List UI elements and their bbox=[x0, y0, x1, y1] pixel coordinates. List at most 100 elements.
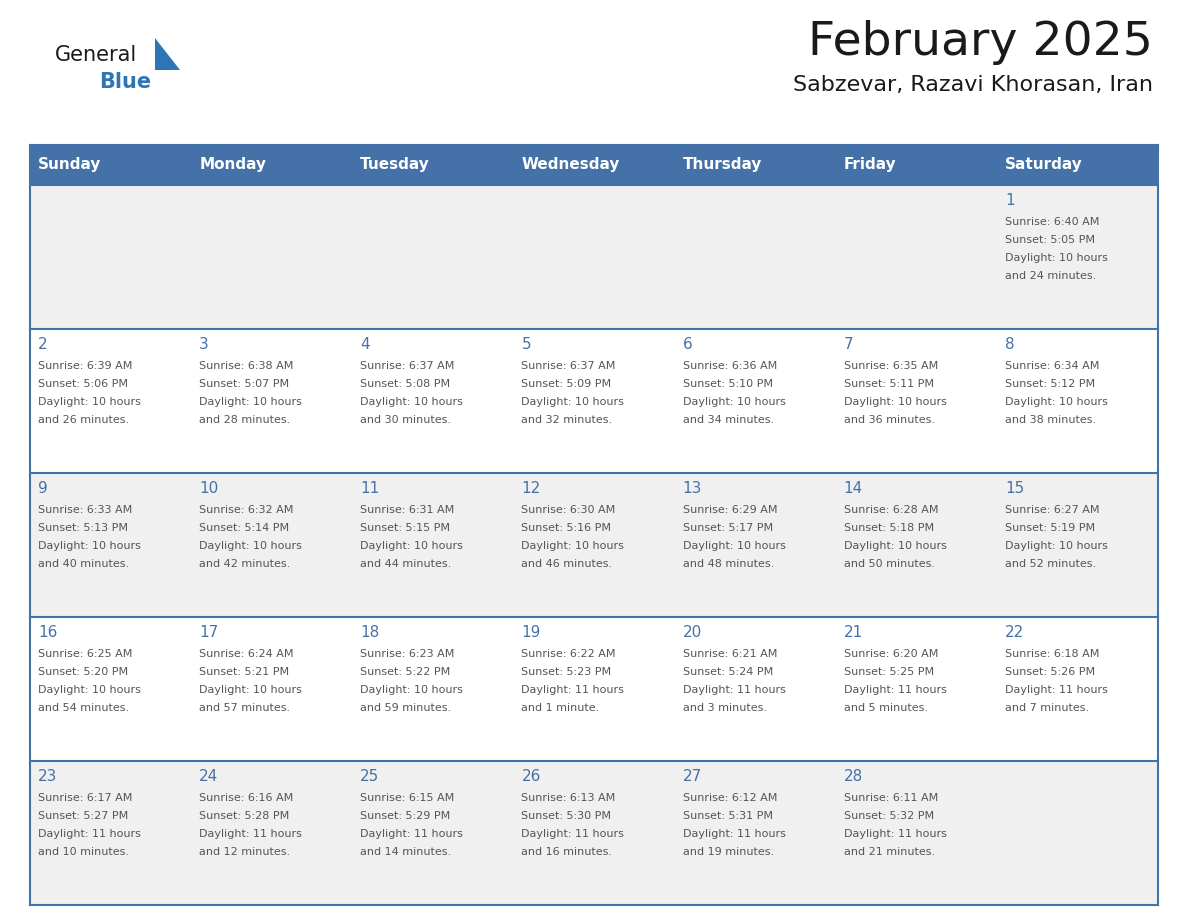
Text: Wednesday: Wednesday bbox=[522, 158, 620, 173]
Text: and 52 minutes.: and 52 minutes. bbox=[1005, 559, 1097, 569]
Text: Daylight: 11 hours: Daylight: 11 hours bbox=[843, 685, 947, 695]
Text: 14: 14 bbox=[843, 481, 862, 496]
Text: Sunrise: 6:38 AM: Sunrise: 6:38 AM bbox=[200, 361, 293, 371]
Text: Sunset: 5:17 PM: Sunset: 5:17 PM bbox=[683, 523, 772, 533]
Text: 11: 11 bbox=[360, 481, 379, 496]
Text: Sunrise: 6:31 AM: Sunrise: 6:31 AM bbox=[360, 505, 455, 515]
Text: 20: 20 bbox=[683, 625, 702, 640]
Text: Thursday: Thursday bbox=[683, 158, 762, 173]
Text: Sunrise: 6:37 AM: Sunrise: 6:37 AM bbox=[360, 361, 455, 371]
Text: Sunset: 5:08 PM: Sunset: 5:08 PM bbox=[360, 379, 450, 389]
Text: Sunrise: 6:34 AM: Sunrise: 6:34 AM bbox=[1005, 361, 1099, 371]
Text: Sunrise: 6:13 AM: Sunrise: 6:13 AM bbox=[522, 793, 615, 803]
Text: Daylight: 10 hours: Daylight: 10 hours bbox=[200, 541, 302, 551]
Text: and 16 minutes.: and 16 minutes. bbox=[522, 847, 613, 857]
Text: Sunrise: 6:27 AM: Sunrise: 6:27 AM bbox=[1005, 505, 1099, 515]
Text: and 7 minutes.: and 7 minutes. bbox=[1005, 703, 1089, 713]
Text: Sunset: 5:10 PM: Sunset: 5:10 PM bbox=[683, 379, 772, 389]
Text: Sunset: 5:31 PM: Sunset: 5:31 PM bbox=[683, 811, 772, 821]
Bar bbox=[30, 145, 1158, 905]
Text: Daylight: 10 hours: Daylight: 10 hours bbox=[522, 541, 625, 551]
Text: 21: 21 bbox=[843, 625, 862, 640]
Text: and 48 minutes.: and 48 minutes. bbox=[683, 559, 773, 569]
Text: Daylight: 10 hours: Daylight: 10 hours bbox=[360, 685, 463, 695]
Text: and 10 minutes.: and 10 minutes. bbox=[38, 847, 129, 857]
Text: and 26 minutes.: and 26 minutes. bbox=[38, 415, 129, 425]
Text: Sunset: 5:28 PM: Sunset: 5:28 PM bbox=[200, 811, 290, 821]
Text: 12: 12 bbox=[522, 481, 541, 496]
Text: Daylight: 11 hours: Daylight: 11 hours bbox=[360, 829, 463, 839]
Text: Sunrise: 6:32 AM: Sunrise: 6:32 AM bbox=[200, 505, 293, 515]
Text: Daylight: 10 hours: Daylight: 10 hours bbox=[683, 397, 785, 407]
Text: Daylight: 11 hours: Daylight: 11 hours bbox=[683, 685, 785, 695]
Text: Sunset: 5:27 PM: Sunset: 5:27 PM bbox=[38, 811, 128, 821]
Text: 27: 27 bbox=[683, 769, 702, 784]
Text: Tuesday: Tuesday bbox=[360, 158, 430, 173]
Text: Sunset: 5:05 PM: Sunset: 5:05 PM bbox=[1005, 235, 1095, 245]
Text: Sunrise: 6:40 AM: Sunrise: 6:40 AM bbox=[1005, 217, 1099, 227]
Text: Sunset: 5:18 PM: Sunset: 5:18 PM bbox=[843, 523, 934, 533]
Text: Sunrise: 6:37 AM: Sunrise: 6:37 AM bbox=[522, 361, 615, 371]
Text: Sunrise: 6:35 AM: Sunrise: 6:35 AM bbox=[843, 361, 939, 371]
Text: Saturday: Saturday bbox=[1005, 158, 1082, 173]
Text: Sunset: 5:30 PM: Sunset: 5:30 PM bbox=[522, 811, 612, 821]
Text: Daylight: 10 hours: Daylight: 10 hours bbox=[360, 397, 463, 407]
Text: Daylight: 10 hours: Daylight: 10 hours bbox=[683, 541, 785, 551]
Text: Sunset: 5:13 PM: Sunset: 5:13 PM bbox=[38, 523, 128, 533]
Text: Sunset: 5:23 PM: Sunset: 5:23 PM bbox=[522, 667, 612, 677]
Text: Sunset: 5:07 PM: Sunset: 5:07 PM bbox=[200, 379, 289, 389]
Text: Daylight: 11 hours: Daylight: 11 hours bbox=[843, 829, 947, 839]
Text: Daylight: 10 hours: Daylight: 10 hours bbox=[38, 397, 141, 407]
Text: February 2025: February 2025 bbox=[808, 20, 1154, 65]
Text: Sunrise: 6:21 AM: Sunrise: 6:21 AM bbox=[683, 649, 777, 659]
Text: and 50 minutes.: and 50 minutes. bbox=[843, 559, 935, 569]
Text: and 38 minutes.: and 38 minutes. bbox=[1005, 415, 1097, 425]
Text: Sunset: 5:06 PM: Sunset: 5:06 PM bbox=[38, 379, 128, 389]
Text: 23: 23 bbox=[38, 769, 57, 784]
Text: Daylight: 10 hours: Daylight: 10 hours bbox=[522, 397, 625, 407]
Text: and 3 minutes.: and 3 minutes. bbox=[683, 703, 766, 713]
Text: 5: 5 bbox=[522, 337, 531, 352]
Text: Daylight: 10 hours: Daylight: 10 hours bbox=[38, 541, 141, 551]
Text: Sunrise: 6:15 AM: Sunrise: 6:15 AM bbox=[360, 793, 455, 803]
Text: Blue: Blue bbox=[99, 72, 151, 92]
Text: Daylight: 10 hours: Daylight: 10 hours bbox=[360, 541, 463, 551]
Text: Daylight: 10 hours: Daylight: 10 hours bbox=[38, 685, 141, 695]
Bar bbox=[30, 617, 1158, 761]
Text: 17: 17 bbox=[200, 625, 219, 640]
Text: 24: 24 bbox=[200, 769, 219, 784]
Text: Sunset: 5:19 PM: Sunset: 5:19 PM bbox=[1005, 523, 1095, 533]
Text: Sunrise: 6:18 AM: Sunrise: 6:18 AM bbox=[1005, 649, 1099, 659]
Bar bbox=[513, 145, 675, 185]
Text: Sunrise: 6:23 AM: Sunrise: 6:23 AM bbox=[360, 649, 455, 659]
Text: and 12 minutes.: and 12 minutes. bbox=[200, 847, 290, 857]
Text: 2: 2 bbox=[38, 337, 48, 352]
Text: Sunrise: 6:30 AM: Sunrise: 6:30 AM bbox=[522, 505, 615, 515]
Bar bbox=[353, 145, 513, 185]
Text: 3: 3 bbox=[200, 337, 209, 352]
Text: Daylight: 10 hours: Daylight: 10 hours bbox=[1005, 397, 1107, 407]
Text: Sunrise: 6:22 AM: Sunrise: 6:22 AM bbox=[522, 649, 615, 659]
Text: Daylight: 11 hours: Daylight: 11 hours bbox=[38, 829, 141, 839]
Text: 18: 18 bbox=[360, 625, 379, 640]
Text: 19: 19 bbox=[522, 625, 541, 640]
Text: Daylight: 10 hours: Daylight: 10 hours bbox=[843, 397, 947, 407]
Text: Sunset: 5:12 PM: Sunset: 5:12 PM bbox=[1005, 379, 1095, 389]
Text: and 24 minutes.: and 24 minutes. bbox=[1005, 271, 1097, 281]
Text: Sunset: 5:24 PM: Sunset: 5:24 PM bbox=[683, 667, 773, 677]
Text: Sunset: 5:16 PM: Sunset: 5:16 PM bbox=[522, 523, 612, 533]
Text: and 19 minutes.: and 19 minutes. bbox=[683, 847, 773, 857]
Text: 6: 6 bbox=[683, 337, 693, 352]
Text: Sunset: 5:29 PM: Sunset: 5:29 PM bbox=[360, 811, 450, 821]
Text: and 57 minutes.: and 57 minutes. bbox=[200, 703, 290, 713]
Text: Daylight: 11 hours: Daylight: 11 hours bbox=[200, 829, 302, 839]
Text: Daylight: 10 hours: Daylight: 10 hours bbox=[843, 541, 947, 551]
Text: Monday: Monday bbox=[200, 158, 266, 173]
Text: and 21 minutes.: and 21 minutes. bbox=[843, 847, 935, 857]
Text: Sunrise: 6:36 AM: Sunrise: 6:36 AM bbox=[683, 361, 777, 371]
Text: and 59 minutes.: and 59 minutes. bbox=[360, 703, 451, 713]
Text: Sunset: 5:22 PM: Sunset: 5:22 PM bbox=[360, 667, 450, 677]
Text: 8: 8 bbox=[1005, 337, 1015, 352]
Text: 1: 1 bbox=[1005, 193, 1015, 208]
Text: Daylight: 10 hours: Daylight: 10 hours bbox=[1005, 253, 1107, 263]
